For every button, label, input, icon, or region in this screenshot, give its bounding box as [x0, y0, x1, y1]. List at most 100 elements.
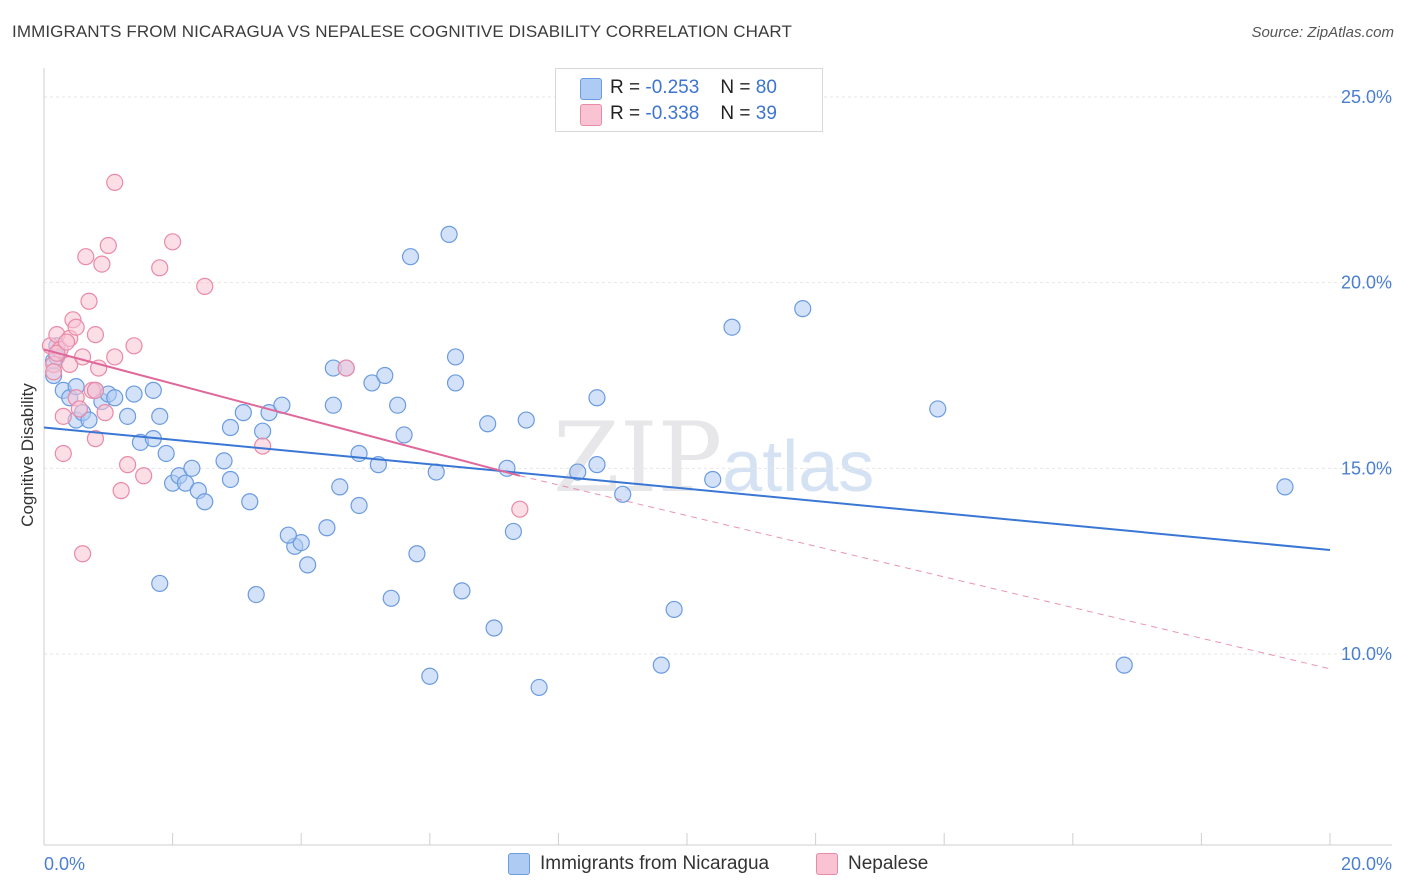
nepalese-point-38: [86, 381, 105, 399]
nicaragua-point-59: [504, 522, 522, 541]
nicaragua-point-12: [118, 407, 137, 425]
nepalese-point-31: [254, 437, 272, 455]
watermark: ZIPatlas: [553, 402, 874, 514]
nicaragua-point-47: [389, 396, 407, 414]
nicaragua-point-26: [221, 470, 240, 489]
nepalese-trend-line: [43, 348, 521, 477]
nepalese-point-29: [164, 233, 182, 251]
watermark-main: ZIP: [553, 402, 723, 514]
legend-n-label: N =: [720, 77, 751, 98]
nicaragua-point-44: [363, 374, 381, 392]
nepalese-point-13: [77, 248, 95, 266]
nicaragua-point-52: [427, 463, 445, 481]
nicaragua-point-28: [234, 404, 252, 422]
nicaragua-point-63: [569, 463, 587, 481]
nepalese-point-28: [151, 259, 169, 277]
nicaragua-point-49: [401, 248, 420, 266]
y-tick-label-10: 10.0%: [1341, 644, 1392, 664]
nepalese-point-16: [86, 326, 105, 344]
nicaragua-point-62: [530, 678, 548, 697]
legend-n-label: N =: [720, 103, 751, 124]
nicaragua-point-11: [106, 389, 124, 407]
nicaragua-point-40: [331, 478, 349, 496]
nepalese-point-14: [80, 292, 98, 310]
nepalese-point-19: [93, 255, 111, 273]
nicaragua-point-71: [794, 300, 812, 318]
nicaragua-point-42: [350, 444, 368, 463]
legend-r-label: R =: [610, 103, 641, 124]
nicaragua-point-48: [395, 426, 413, 444]
nepalese-point-27: [135, 467, 153, 485]
nicaragua-point-19: [157, 444, 175, 463]
nicaragua-point-67: [652, 656, 670, 674]
nepalese-point-34: [45, 363, 63, 381]
x-ticks: [172, 833, 1331, 845]
nepalese-point-5: [54, 444, 72, 463]
bottom-legend-label-nepalese: Nepalese: [848, 853, 929, 874]
trend-lines: [43, 348, 1331, 670]
nepalese-point-17: [86, 430, 105, 448]
nicaragua-point-7: [80, 411, 98, 429]
gridlines: [44, 96, 1392, 655]
nicaragua-point-61: [517, 411, 535, 429]
nepalese-point-36: [57, 333, 76, 351]
legend-n-value: 80: [755, 77, 777, 98]
nicaragua-trend-line: [43, 426, 1331, 552]
legend-swatch-nepalese: [580, 104, 602, 126]
nicaragua-point-69: [704, 470, 722, 489]
nepalese-point-37: [70, 400, 88, 418]
y-tick-label-15: 15.0%: [1341, 458, 1392, 478]
nicaragua-point-22: [183, 459, 201, 477]
nicaragua-point-24: [196, 493, 214, 511]
nicaragua-point-27: [241, 493, 259, 511]
nepalese-point-26: [125, 337, 143, 355]
y-tick-label-25: 25.0%: [1341, 87, 1392, 107]
nicaragua-point-14: [144, 381, 162, 399]
legend-n-value: 39: [755, 103, 777, 124]
nicaragua-point-77: [1276, 478, 1294, 496]
nicaragua-point-75: [929, 400, 947, 418]
nicaragua-point-74: [421, 667, 439, 685]
nicaragua-point-60: [485, 619, 503, 637]
nepalese-point-24: [112, 482, 130, 500]
nicaragua-point-68: [665, 600, 683, 619]
nicaragua-point-54: [440, 225, 458, 243]
nicaragua-point-46: [376, 366, 394, 385]
y-tick-labels: 10.0% 15.0% 20.0% 25.0%: [1341, 87, 1392, 664]
nicaragua-point-64: [588, 456, 606, 474]
nicaragua-point-72: [151, 574, 169, 593]
chart-title: IMMIGRANTS FROM NICARAGUA VS NEPALESE CO…: [12, 22, 792, 41]
nepalese-point-4: [54, 407, 72, 425]
chart-source: Source: ZipAtlas.com: [1251, 24, 1394, 41]
nicaragua-point-32: [221, 418, 240, 437]
nicaragua-point-34: [292, 533, 310, 552]
nicaragua-point-36: [299, 556, 317, 574]
nepalese-point-33: [511, 500, 529, 518]
nicaragua-point-57: [479, 415, 497, 433]
legend-r-value: -0.253: [645, 77, 700, 98]
correlation-legend: R = -0.253 N = 80 R = -0.338 N = 39: [555, 68, 823, 132]
nicaragua-point-37: [318, 519, 336, 537]
nicaragua-point-35: [279, 526, 297, 544]
nicaragua-point-43: [350, 496, 368, 515]
y-tick-label-20: 20.0%: [1341, 273, 1392, 293]
bottom-legend-swatch-nepalese: [816, 853, 838, 875]
nicaragua-point-13: [125, 385, 143, 403]
nicaragua-point-25: [215, 452, 233, 470]
nepalese-trend-extension: [519, 475, 1331, 670]
legend-r-label: R =: [610, 77, 641, 98]
legend-swatch-nicaragua: [580, 78, 602, 100]
nicaragua-point-38: [324, 396, 342, 414]
nepalese-point-21: [99, 236, 117, 255]
series-nicaragua-points: [45, 225, 1294, 697]
nicaragua-point-53: [446, 348, 465, 366]
legend-text-nepalese: R = -0.338 N = 39: [610, 103, 777, 125]
nepalese-point-20: [96, 404, 114, 422]
nicaragua-point-66: [614, 485, 632, 503]
axes: [43, 68, 1392, 846]
legend-text-nicaragua: R = -0.253 N = 80: [610, 77, 777, 99]
nicaragua-point-50: [408, 545, 426, 563]
nicaragua-point-73: [247, 585, 265, 604]
series-nepalese-points: [41, 173, 529, 563]
